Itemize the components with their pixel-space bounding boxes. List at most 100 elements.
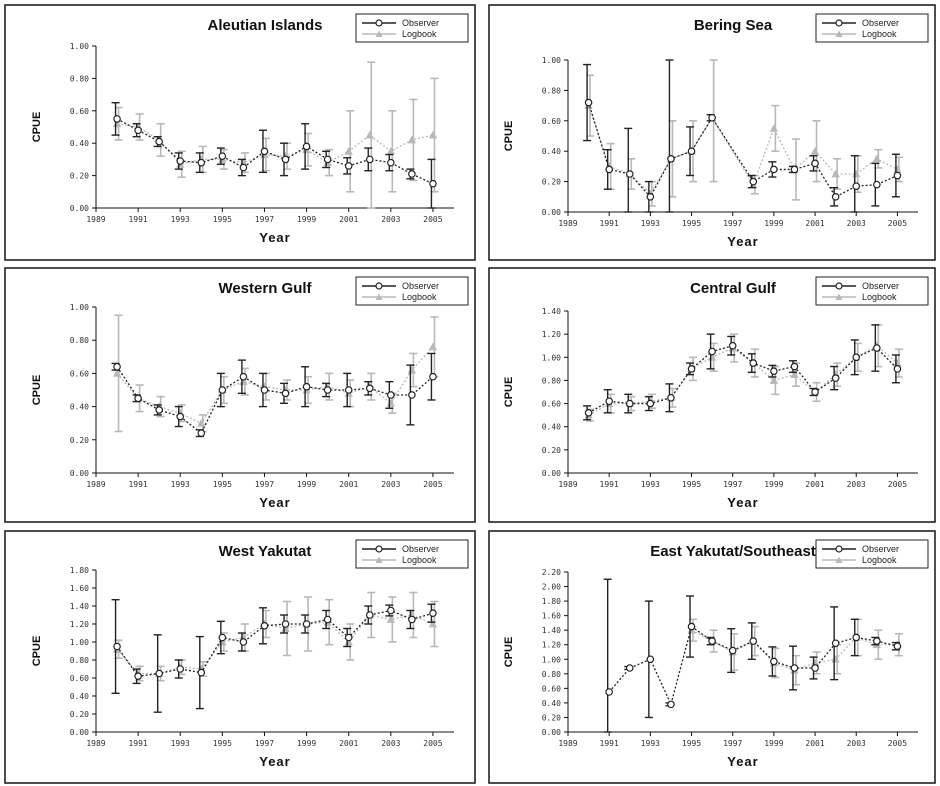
- chart-panel-east-yakutat: East Yakutat/Southeast 0.00 0.20 0.40 0.60 0.…: [488, 530, 936, 784]
- data-point-observer: [365, 155, 374, 164]
- data-point-observer: [893, 171, 902, 180]
- x-tick-label: 1995: [213, 215, 232, 224]
- y-tick-label: 0.80: [70, 74, 89, 83]
- data-point-observer: [790, 165, 799, 174]
- legend-observer-label: Observer: [402, 18, 439, 28]
- series-line-logbook: [587, 105, 898, 195]
- chart-panel-west-yakutat: West Yakutat 0.00 0.20 0.40 0.60 0.80 1.00 1.20…: [4, 530, 476, 784]
- x-axis-label: Year: [259, 495, 290, 510]
- y-tick-label: 0.60: [70, 674, 89, 683]
- data-point-observer: [646, 193, 655, 201]
- legend-observer-marker: [835, 19, 843, 27]
- x-tick-label: 1991: [600, 739, 619, 748]
- x-tick-label: 1989: [558, 739, 577, 748]
- data-point-observer: [605, 165, 613, 174]
- legend-box: [355, 276, 469, 306]
- chart-frame: [488, 267, 936, 523]
- data-point-observer: [646, 655, 655, 664]
- data-point-observer: [260, 622, 269, 630]
- data-point-observer: [852, 353, 861, 362]
- series-observer: [111, 101, 437, 209]
- y-tick-label: 0.40: [542, 147, 561, 156]
- data-point-logbook: [769, 124, 779, 132]
- y-tick-label: 0.00: [70, 469, 89, 478]
- chart-east-yakutat-southeast: East Yakutat/Southeast 0.00 0.20 0.40 0.60 0.…: [488, 530, 936, 784]
- x-tick-label: 1999: [764, 739, 783, 748]
- y-tick-label: 0.60: [70, 369, 89, 378]
- data-point-observer: [770, 367, 778, 375]
- data-point-logbook: [407, 135, 417, 144]
- y-tick-label: 0.20: [70, 172, 89, 181]
- data-point-observer: [134, 394, 142, 403]
- chart-west-yakutat: West Yakutat 0.00 0.20 0.40 0.60 0.80 1.00 1.20…: [4, 530, 476, 784]
- y-tick-label: 1.40: [542, 307, 561, 316]
- y-tick-label: 1.20: [542, 641, 561, 650]
- series-line-logbook: [116, 123, 434, 165]
- data-point-logbook: [197, 418, 206, 427]
- x-tick-label: 1989: [86, 480, 105, 489]
- data-point-logbook: [112, 369, 122, 377]
- data-point-observer: [281, 155, 290, 164]
- x-tick-label: 1997: [723, 219, 742, 228]
- x-tick-label: 1997: [723, 480, 742, 489]
- data-point-observer: [260, 147, 269, 156]
- y-tick-label: 1.60: [70, 584, 89, 593]
- data-point-observer: [852, 182, 861, 190]
- chart-bering-sea: Bering Sea 0.00 0.20 0.40 0.60 0.80 1.00 1989 19…: [488, 4, 936, 261]
- x-tick-label: 1995: [213, 739, 232, 748]
- data-point-observer: [387, 391, 395, 399]
- data-point-observer: [728, 341, 737, 350]
- legend-box: [815, 276, 929, 306]
- chart-panel-aleutian: Aleutian Islands 0.00 0.20 0.40 0.60 0.80 1.00…: [4, 4, 476, 261]
- legend-logbook-label: Logbook: [862, 555, 897, 565]
- y-tick-label: 0.40: [70, 403, 89, 412]
- x-tick-label: 2005: [888, 739, 907, 748]
- y-axis-label: CPUE: [503, 637, 515, 668]
- data-point-observer: [831, 193, 840, 201]
- y-tick-label: 1.00: [70, 42, 89, 51]
- x-axis-label: Year: [727, 234, 758, 249]
- data-point-observer: [852, 633, 861, 642]
- y-tick-label: 0.20: [542, 713, 561, 722]
- x-tick-label: 2005: [888, 219, 907, 228]
- y-tick-label: 0.80: [542, 670, 561, 679]
- x-axis-label: Year: [259, 230, 290, 245]
- data-point-observer: [344, 162, 353, 170]
- x-tick-label: 2005: [423, 480, 442, 489]
- series-line-logbook: [116, 614, 434, 675]
- legend-observer-label: Observer: [862, 18, 899, 28]
- x-tick-label: 1995: [213, 480, 232, 489]
- data-point-observer: [134, 126, 142, 135]
- y-tick-label: 0.40: [542, 423, 561, 432]
- series-observer: [111, 352, 437, 438]
- data-point-observer: [281, 389, 290, 398]
- series-line-observer: [608, 625, 898, 707]
- x-tick-label: 1993: [171, 739, 190, 748]
- data-point-observer: [302, 382, 311, 391]
- chart-frame: [4, 530, 476, 784]
- series-observer: [583, 59, 902, 213]
- data-point-observer: [605, 688, 613, 696]
- x-tick-label: 1995: [682, 219, 701, 228]
- data-point-observer: [646, 399, 655, 408]
- data-point-observer: [770, 165, 778, 174]
- data-point-observer: [667, 155, 675, 163]
- y-tick-label: 1.80: [542, 597, 561, 606]
- x-tick-label: 1993: [171, 215, 190, 224]
- data-point-observer: [323, 155, 332, 164]
- data-point-observer: [239, 372, 248, 381]
- chart-frame: [4, 4, 476, 261]
- y-tick-label: 1.00: [70, 303, 89, 312]
- data-point-observer: [365, 384, 374, 393]
- legend-observer-marker: [375, 545, 383, 553]
- data-point-observer: [708, 637, 716, 645]
- y-tick-label: 0.40: [70, 139, 89, 148]
- data-point-observer: [323, 386, 332, 394]
- x-tick-label: 1989: [86, 739, 105, 748]
- x-tick-label: 1999: [764, 219, 783, 228]
- y-axis-label: CPUE: [503, 377, 515, 408]
- data-point-observer: [873, 637, 881, 645]
- x-tick-label: 2001: [339, 480, 358, 489]
- data-point-observer: [749, 637, 758, 645]
- data-point-logbook: [769, 376, 779, 384]
